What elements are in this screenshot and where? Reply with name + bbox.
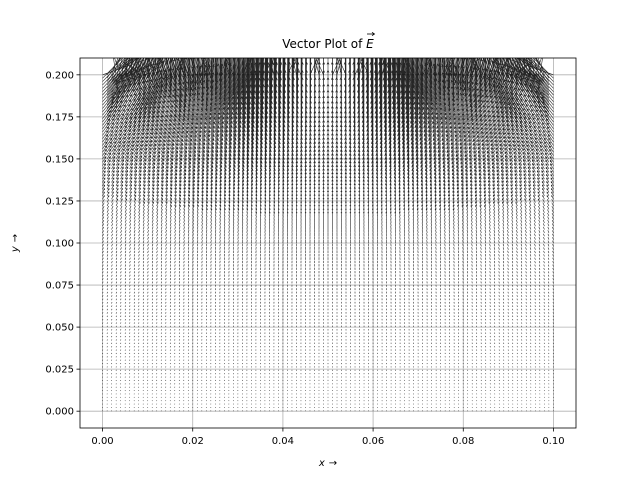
y-tick-label: 0.100 (45, 239, 74, 250)
y-axis-label-var: y (10, 245, 21, 253)
chart-title: Vector Plot of E (282, 37, 374, 51)
x-tick-label: 0.00 (91, 436, 113, 447)
title-vector-arrow (367, 31, 376, 37)
y-tick-label: 0.050 (45, 323, 74, 334)
vector-arrows (102, 58, 554, 412)
y-tick-label: 0.150 (45, 154, 74, 165)
x-axis-label-arrow: → (329, 458, 337, 469)
y-tick-label: 0.175 (45, 112, 74, 123)
chart-title-symbol: E (366, 37, 374, 51)
y-tick-label: 0.125 (45, 196, 74, 207)
y-tick-label: 0.075 (45, 281, 74, 292)
y-axis-ticks: 0.000 0.025 0.050 0.075 0.100 0.125 0.150 0.175… (45, 70, 80, 418)
x-tick-label: 0.10 (542, 436, 564, 447)
y-tick-label: 0.200 (45, 70, 74, 81)
x-tick-label: 0.04 (272, 436, 294, 447)
x-axis-ticks: 0.00 0.02 0.04 0.06 0.08 0.10 (91, 428, 565, 447)
x-axis-label: x → (318, 458, 337, 469)
x-tick-label: 0.08 (452, 436, 474, 447)
chart-title-main: Vector Plot of (282, 37, 366, 51)
y-axis-label: y→ (10, 234, 21, 253)
y-tick-label: 0.000 (45, 407, 74, 418)
x-axis-label-var: x (318, 458, 325, 469)
y-tick-label: 0.025 (45, 365, 74, 376)
quiver-arrows (102, 58, 554, 412)
y-axis-label-arrow: → (10, 234, 21, 242)
x-tick-label: 0.02 (182, 436, 204, 447)
x-tick-label: 0.06 (362, 436, 384, 447)
